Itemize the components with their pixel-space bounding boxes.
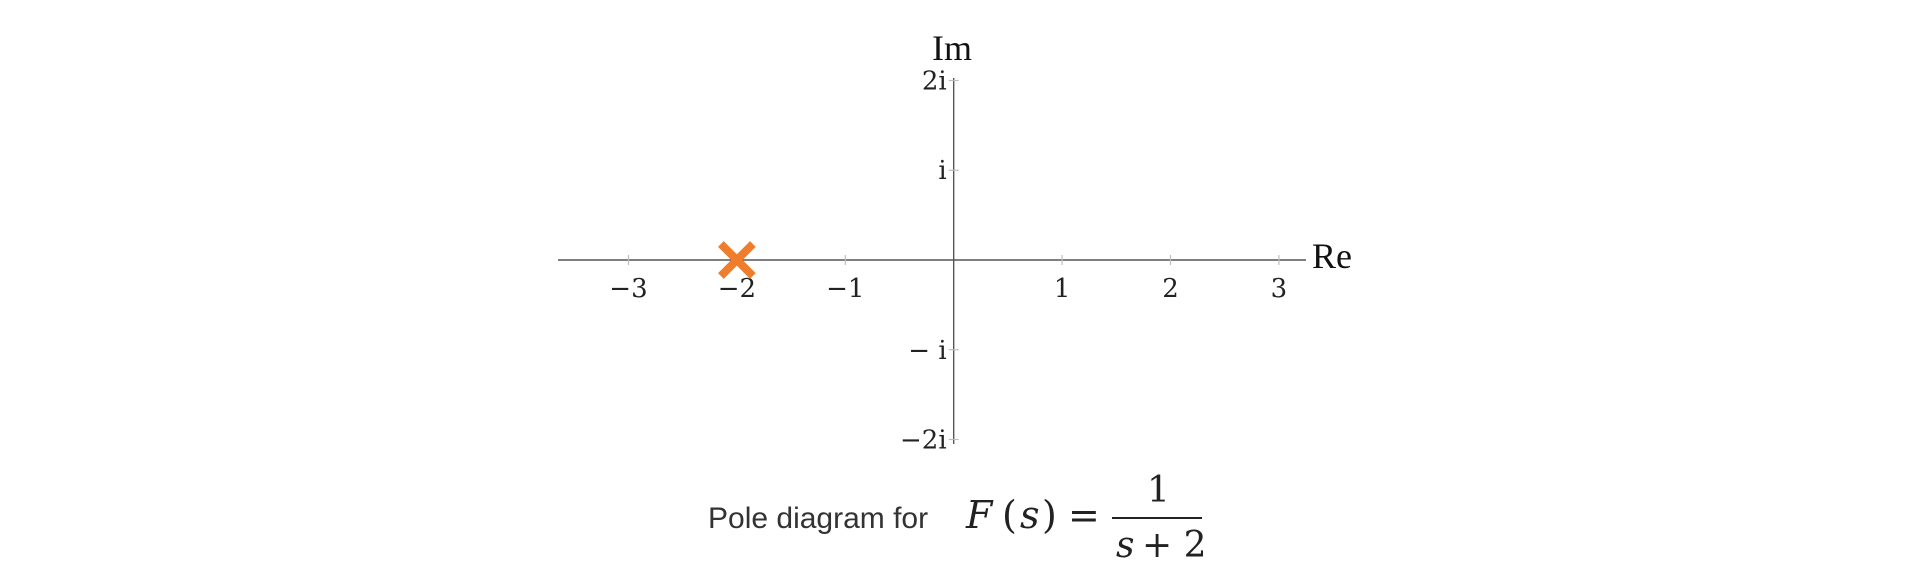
caption-close-paren: ) bbox=[1042, 493, 1057, 537]
caption-function-name: F bbox=[965, 493, 994, 537]
x-tick-label: 2 bbox=[1162, 274, 1179, 304]
poles bbox=[718, 241, 756, 279]
caption: Pole diagram for F ( s ) = 1 s + 2 bbox=[708, 470, 1207, 566]
ticks bbox=[627, 79, 1280, 441]
pole-marker-stroke bbox=[718, 241, 756, 279]
caption-denominator-rest: + 2 bbox=[1142, 525, 1207, 566]
y-tick-label: − i bbox=[908, 336, 946, 366]
y-tick-label: 2i bbox=[922, 66, 947, 96]
x-tick-label: 1 bbox=[1054, 274, 1071, 304]
y-axis-title: Im bbox=[932, 28, 972, 68]
caption-denominator-var: s bbox=[1116, 525, 1134, 566]
y-tick-label: −2i bbox=[900, 426, 947, 456]
x-tick-label: −3 bbox=[609, 274, 647, 304]
y-tick-label: i bbox=[938, 156, 946, 186]
caption-numerator: 1 bbox=[1147, 470, 1170, 511]
x-tick-label: −1 bbox=[826, 274, 864, 304]
caption-variable: s bbox=[1020, 493, 1040, 537]
x-tick-label: −2 bbox=[718, 274, 756, 304]
pole-marker bbox=[718, 241, 756, 279]
x-tick-label: 3 bbox=[1271, 274, 1288, 304]
caption-text: Pole diagram for bbox=[708, 502, 928, 535]
x-axis-title: Re bbox=[1312, 236, 1352, 276]
caption-open-paren: ( bbox=[1002, 493, 1017, 537]
tick-labels: −3 −2 −1 1 2 3 2i i − i −2i bbox=[609, 66, 1287, 455]
axes bbox=[558, 78, 1306, 444]
caption-equals: = bbox=[1068, 493, 1100, 537]
